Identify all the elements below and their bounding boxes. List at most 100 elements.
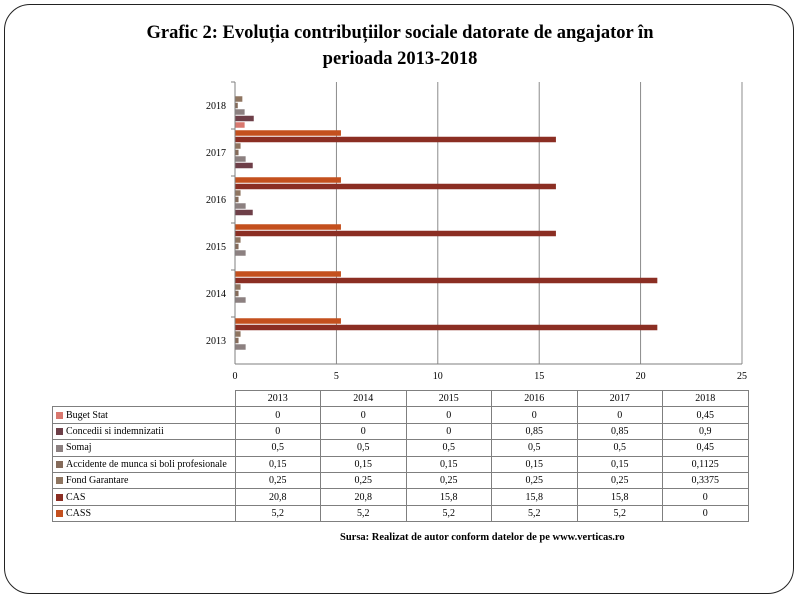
bar-cass (235, 224, 341, 230)
table-corner-cell (52, 390, 236, 408)
table-year-header: 2014 (320, 389, 407, 408)
table-row: CASS 5,2 5,2 5,2 5,2 5,2 0 (52, 504, 749, 523)
x-tick-label: 25 (737, 371, 747, 382)
table-cell: 0,25 (576, 471, 663, 490)
table-cell: 0,25 (491, 471, 578, 490)
bar-cass (235, 177, 341, 183)
table-cell: 0,15 (491, 455, 578, 473)
slide-frame (4, 4, 794, 594)
table-series-label: Accidente de munca si boli profesionale (52, 455, 236, 473)
table-cell: 15,8 (576, 488, 663, 506)
legend-key-swatch (56, 493, 63, 501)
table-cell: 20,8 (320, 488, 407, 506)
bar-accidente-de-munca-si-boli-profesionale (235, 149, 239, 156)
bar-buget-stat (235, 122, 245, 128)
bar-cas (235, 136, 556, 143)
table-cell: 0 (320, 422, 407, 441)
table-cell: 0,85 (491, 422, 578, 441)
table-year-header: 2015 (405, 389, 492, 408)
table-cell: 0,85 (576, 422, 663, 441)
table-cell: 5,2 (576, 504, 663, 523)
table-cell: 20,8 (234, 488, 321, 506)
table-cell: 0 (662, 504, 749, 523)
bar-accidente-de-munca-si-boli-profesionale (235, 196, 239, 203)
bar-accidente-de-munca-si-boli-profesionale (235, 243, 239, 250)
table-cell: 0 (320, 406, 407, 424)
table-cell: 0,15 (576, 455, 663, 473)
table-cell: 0,5 (491, 439, 578, 457)
chart-title-line1: Grafic 2: Evoluția contribuțiilor social… (146, 23, 654, 43)
x-tick-label: 0 (233, 371, 238, 382)
table-cell: 5,2 (320, 504, 407, 523)
bar-concedii-si-indemnizatii (235, 209, 253, 216)
category-label: 2014 (206, 289, 226, 300)
bar-concedii-si-indemnizatii (235, 115, 254, 122)
x-tick-label: 15 (534, 371, 544, 382)
legend-key-swatch (56, 460, 63, 468)
bar-somaj (235, 297, 246, 303)
bar-fond-garantare (235, 96, 243, 102)
legend-key-swatch (56, 444, 63, 452)
bar-cas (235, 230, 556, 237)
chart-title-line2: perioada 2013-2018 (322, 49, 478, 69)
bar-chart: 0 5 10 15 20 25 2013 2014 2015 2016 2017 2018 (206, 81, 747, 382)
table-cell: 0 (576, 406, 663, 424)
bar-fond-garantare (235, 284, 241, 290)
table-year-header: 2018 (662, 389, 749, 408)
bar-somaj (235, 109, 245, 115)
bar-cas (235, 277, 658, 284)
table-cell: 0,25 (405, 471, 492, 490)
table-cell: 0 (234, 406, 321, 424)
table-cell: 5,2 (405, 504, 492, 523)
bar-cass (235, 130, 341, 136)
legend-key-swatch (56, 411, 63, 419)
bar-somaj (235, 203, 246, 209)
bar-cass (235, 271, 341, 277)
table-cell: 0 (405, 422, 492, 441)
table-year-header: 2017 (576, 389, 663, 408)
table-cell: 5,2 (234, 504, 321, 523)
table-cell: 0,25 (320, 471, 407, 490)
table-series-label: CAS (52, 488, 236, 506)
table-cell: 0,15 (405, 455, 492, 473)
bar-cas (235, 183, 556, 190)
bar-concedii-si-indemnizatii (235, 162, 253, 169)
table-series-label: Somaj (52, 439, 236, 457)
category-label: 2018 (206, 101, 226, 112)
table-cell: 0 (405, 406, 492, 424)
bar-somaj (235, 250, 246, 256)
table-cell: 0 (662, 488, 749, 506)
category-label: 2015 (206, 242, 226, 253)
data-table: 2013 2014 2015 2016 2017 2018 Buget Stat 0 0 0 0 0… (52, 389, 749, 523)
bar-somaj (235, 344, 246, 350)
table-row: CAS 20,8 20,8 15,8 15,8 15,8 0 (52, 488, 749, 506)
table-cell: 15,8 (405, 488, 492, 506)
category-label: 2016 (206, 195, 226, 206)
bar-fond-garantare (235, 143, 241, 149)
table-cell: 0,1125 (662, 455, 749, 473)
table-cell: 0,25 (234, 471, 321, 490)
bar-fond-garantare (235, 190, 241, 196)
table-year-header: 2016 (491, 389, 578, 408)
table-cell: 0 (491, 406, 578, 424)
table-cell: 0,3375 (662, 471, 749, 490)
table-header-row: 2013 2014 2015 2016 2017 2018 (52, 389, 749, 408)
category-label: 2017 (206, 148, 226, 159)
legend-key-swatch (56, 428, 63, 436)
x-tick-label: 20 (636, 371, 646, 382)
table-series-label: CASS (52, 504, 236, 523)
x-tick-label: 5 (334, 371, 339, 382)
table-year-header: 2013 (234, 389, 321, 408)
bar-accidente-de-munca-si-boli-profesionale (235, 290, 239, 297)
table-cell: 5,2 (491, 504, 578, 523)
bar-accidente-de-munca-si-boli-profesionale (235, 337, 239, 344)
bar-somaj (235, 156, 246, 162)
table-cell: 0,5 (405, 439, 492, 457)
table-row: Somaj 0,5 0,5 0,5 0,5 0,5 0,45 (52, 439, 749, 457)
table-row: Fond Garantare 0,25 0,25 0,25 0,25 0,25 0,3375 (52, 471, 749, 490)
table-cell: 0,9 (662, 422, 749, 441)
table-cell: 0 (234, 422, 321, 441)
bar-cas (235, 324, 658, 331)
legend-key-swatch (56, 510, 63, 518)
bar-cass (235, 318, 341, 324)
